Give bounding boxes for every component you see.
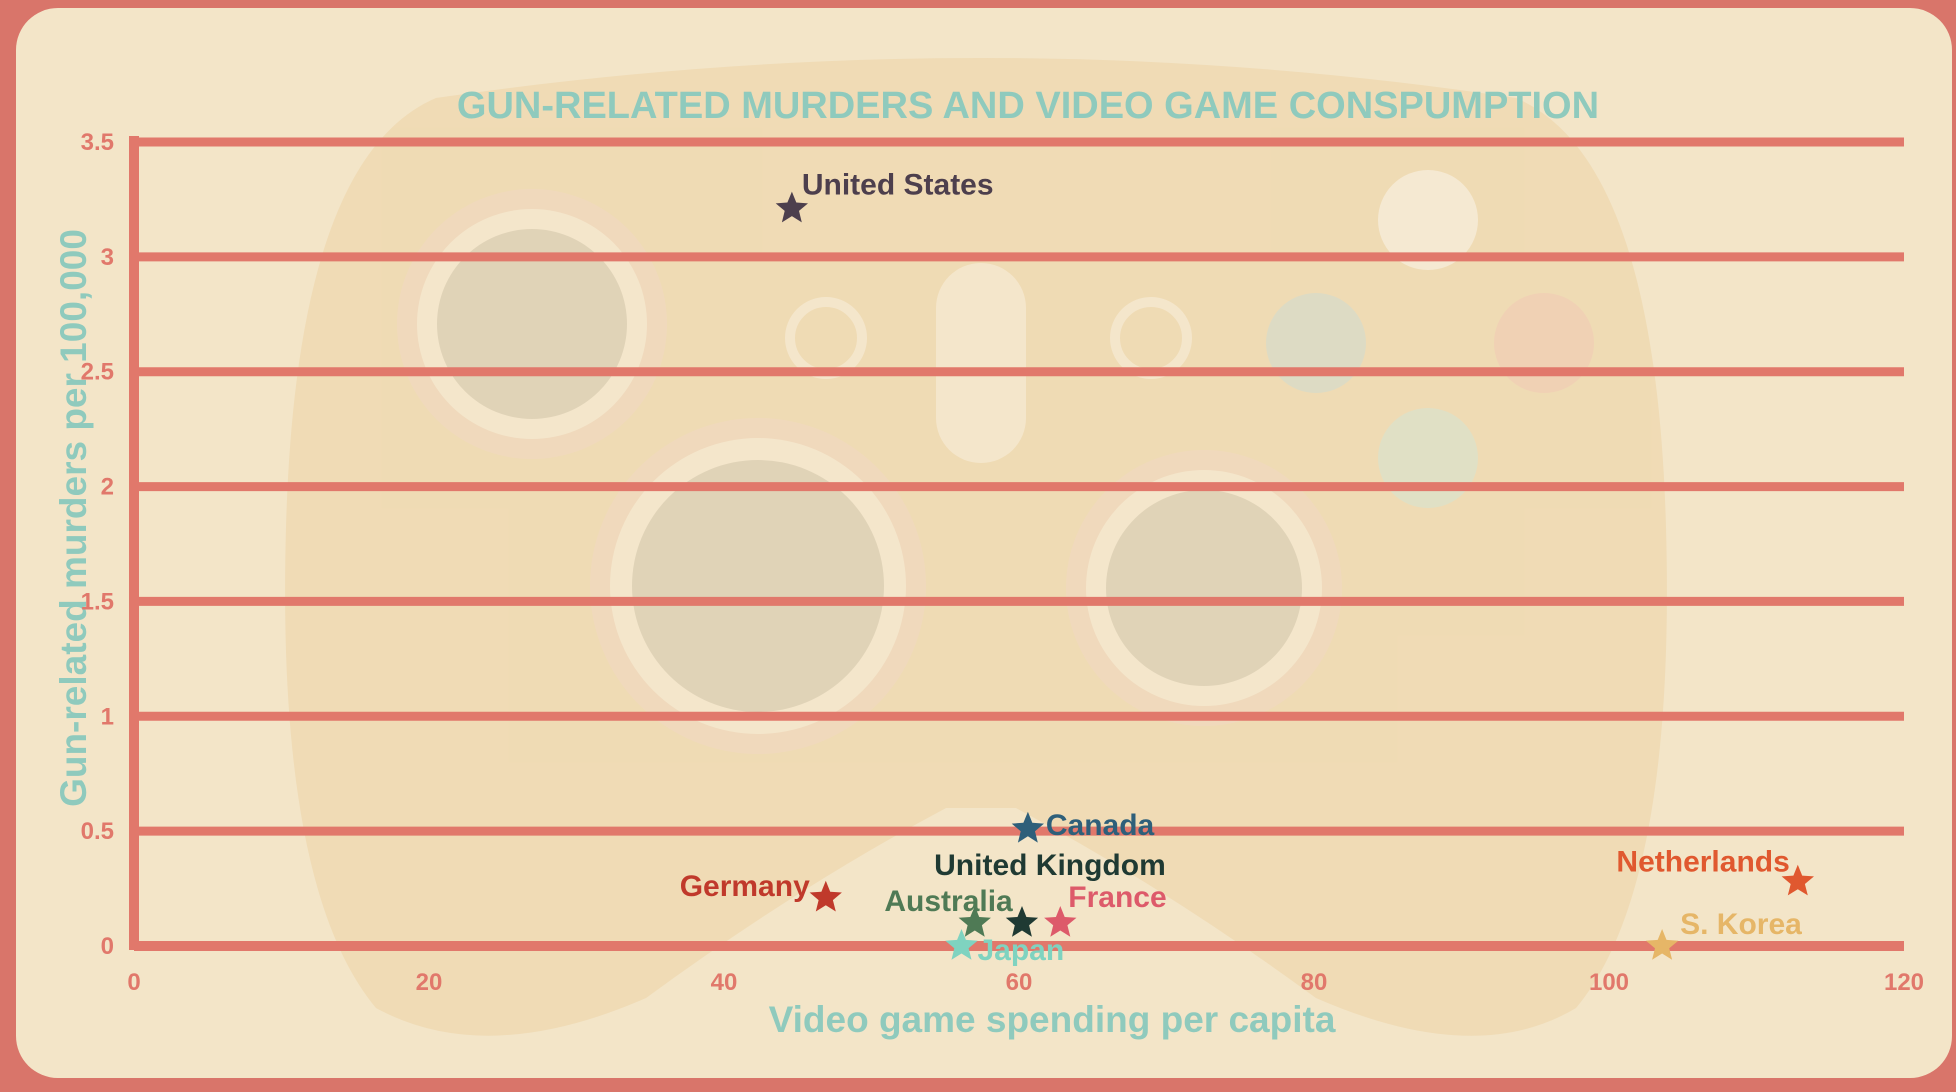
data-point-star [1005, 906, 1039, 937]
x-axis-title: Video game spending per capita [769, 999, 1336, 1040]
x-tick-label: 120 [1884, 969, 1924, 996]
data-point-label: United Kingdom [934, 849, 1166, 882]
data-point-star [945, 929, 978, 960]
data-point-star [775, 191, 808, 223]
tick-labels: 0 0.5 1 1.5 2 2.5 3 3.5 0 20 40 60 80 100 120 [81, 129, 1924, 996]
data-point-label: Australia [884, 885, 1013, 918]
controller-background-icon [285, 58, 1667, 1036]
y-tick-label: 0 [101, 933, 114, 960]
y-tick-label: 2 [101, 474, 114, 501]
data-point-star [1044, 906, 1077, 937]
x-tick-label: 80 [1301, 969, 1328, 996]
data-point-label: France [1068, 881, 1166, 914]
y-tick-label: 2.5 [81, 359, 114, 386]
data-point-label: Germany [680, 870, 810, 903]
chart-title: GUN-RELATED MURDERS AND VIDEO GAME CONSP… [457, 85, 1599, 127]
x-tick-label: 0 [127, 969, 140, 996]
y-tick-label: 3.5 [81, 129, 114, 156]
y-tick-label: 0.5 [81, 818, 114, 845]
gridlines [134, 137, 1904, 836]
data-point-star [809, 880, 842, 912]
data-point-star [1781, 864, 1814, 896]
data-point-label: S. Korea [1680, 908, 1802, 941]
y-axis-title: Gun-related murders per 100,000 [53, 229, 94, 807]
x-tick-label: 100 [1589, 969, 1629, 996]
data-point-star [1645, 929, 1679, 960]
x-tick-label: 60 [1006, 969, 1033, 996]
data-point-label: Canada [1046, 809, 1155, 842]
data-point-star [1011, 811, 1044, 843]
data-point-star [958, 906, 991, 937]
x-tick-label: 40 [711, 969, 738, 996]
y-tick-label: 1 [101, 703, 114, 730]
chart-frame: GUN-RELATED MURDERS AND VIDEO GAME CONSP… [16, 8, 1952, 1078]
y-tick-label: 1.5 [81, 588, 114, 615]
scatter-chart: GUN-RELATED MURDERS AND VIDEO GAME CONSP… [53, 58, 1924, 1040]
data-point-label: Netherlands [1616, 846, 1789, 879]
axes [129, 136, 1904, 951]
data-points: United States Canada United Kingdom Germany… [680, 169, 1814, 967]
data-point-label: Japan [977, 934, 1064, 967]
data-point-label: United States [802, 169, 994, 202]
x-tick-label: 20 [416, 969, 443, 996]
y-tick-label: 3 [101, 244, 114, 271]
